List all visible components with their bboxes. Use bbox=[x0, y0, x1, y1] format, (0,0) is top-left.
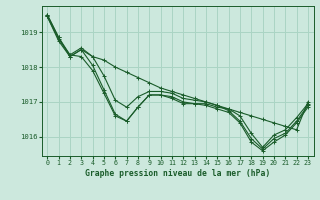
X-axis label: Graphe pression niveau de la mer (hPa): Graphe pression niveau de la mer (hPa) bbox=[85, 169, 270, 178]
